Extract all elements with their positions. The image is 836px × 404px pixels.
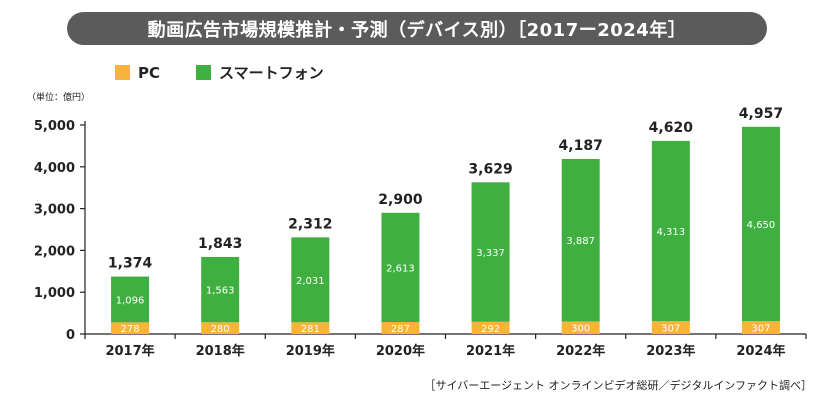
total-value-label: 4,957 bbox=[739, 106, 783, 122]
unit-label: （単位：億円） bbox=[27, 93, 91, 103]
pc-value-label: 300 bbox=[571, 324, 590, 335]
y-tick-label: 1,000 bbox=[34, 286, 75, 301]
smartphone-value-label: 4,650 bbox=[747, 220, 776, 231]
bar-pc-2023年 bbox=[651, 321, 690, 334]
bar-pc-2017年 bbox=[111, 322, 150, 334]
smartphone-value-label: 2,031 bbox=[296, 276, 325, 287]
legend-item-smartphone: スマートフォン bbox=[196, 62, 324, 83]
bar-smartphone-2017年 bbox=[111, 276, 150, 323]
x-tick-label: 2024年 bbox=[736, 343, 785, 359]
smartphone-value-label: 4,313 bbox=[656, 227, 685, 238]
x-tick-label: 2017年 bbox=[105, 343, 154, 359]
y-tick-label: 3,000 bbox=[34, 203, 75, 218]
legend-swatch-smartphone bbox=[196, 65, 212, 80]
y-tick-label: 4,000 bbox=[34, 161, 75, 176]
total-value-label: 1,374 bbox=[108, 256, 153, 272]
legend-label-smartphone: スマートフォン bbox=[219, 64, 324, 82]
x-tick-label: 2018年 bbox=[196, 343, 245, 359]
x-tick-label: 2020年 bbox=[376, 343, 425, 359]
bar-pc-2021年 bbox=[471, 321, 510, 334]
pc-value-label: 292 bbox=[481, 324, 500, 335]
total-value-label: 4,187 bbox=[559, 138, 603, 154]
bar-smartphone-2018年 bbox=[201, 256, 240, 323]
pc-value-label: 307 bbox=[751, 324, 770, 335]
smartphone-value-label: 3,337 bbox=[476, 248, 505, 259]
smartphone-value-label: 1,563 bbox=[206, 286, 235, 297]
bar-smartphone-2024年 bbox=[741, 126, 780, 322]
pc-value-label: 287 bbox=[391, 324, 410, 335]
bar-pc-2022年 bbox=[561, 321, 600, 334]
pc-value-label: 281 bbox=[301, 324, 320, 335]
x-tick-label: 2022年 bbox=[556, 343, 605, 359]
bar-pc-2024年 bbox=[741, 321, 780, 334]
total-value-label: 2,312 bbox=[288, 216, 332, 232]
smartphone-value-label: 3,887 bbox=[566, 236, 595, 247]
x-tick-label: 2019年 bbox=[286, 343, 335, 359]
total-value-label: 3,629 bbox=[468, 161, 512, 177]
x-tick-label: 2021年 bbox=[466, 343, 515, 359]
bar-pc-2018年 bbox=[201, 322, 240, 334]
bar-smartphone-2022年 bbox=[561, 158, 600, 322]
legend-swatch-pc bbox=[115, 65, 130, 80]
pc-value-label: 280 bbox=[211, 324, 230, 335]
legend: PC スマートフォン bbox=[115, 62, 352, 83]
pc-value-label: 278 bbox=[121, 324, 140, 335]
bar-smartphone-2019年 bbox=[291, 237, 330, 323]
x-tick-label: 2023年 bbox=[646, 343, 695, 359]
total-value-label: 1,843 bbox=[198, 236, 242, 252]
legend-label-pc: PC bbox=[138, 63, 161, 82]
source-note: ［サイバーエージェント オンラインビデオ総研／デジタルインファクト調べ］ bbox=[424, 379, 812, 392]
y-tick-label: 5,000 bbox=[34, 119, 75, 134]
bar-smartphone-2021年 bbox=[471, 182, 510, 322]
chart-title: 動画広告市場規模推計・予測（デバイス別）［2017ー2024年］ bbox=[67, 12, 767, 45]
total-value-label: 4,620 bbox=[649, 120, 694, 136]
smartphone-value-label: 2,613 bbox=[386, 263, 415, 274]
bar-smartphone-2023年 bbox=[651, 140, 690, 322]
bar-smartphone-2020年 bbox=[381, 212, 420, 323]
legend-item-pc: PC bbox=[115, 64, 160, 82]
total-value-label: 2,900 bbox=[378, 192, 423, 208]
pc-value-label: 307 bbox=[661, 324, 680, 335]
bar-pc-2019年 bbox=[291, 322, 330, 334]
y-tick-label: 0 bbox=[66, 328, 75, 343]
smartphone-value-label: 1,096 bbox=[116, 295, 145, 306]
y-tick-label: 2,000 bbox=[34, 244, 75, 259]
bar-pc-2020年 bbox=[381, 322, 420, 334]
